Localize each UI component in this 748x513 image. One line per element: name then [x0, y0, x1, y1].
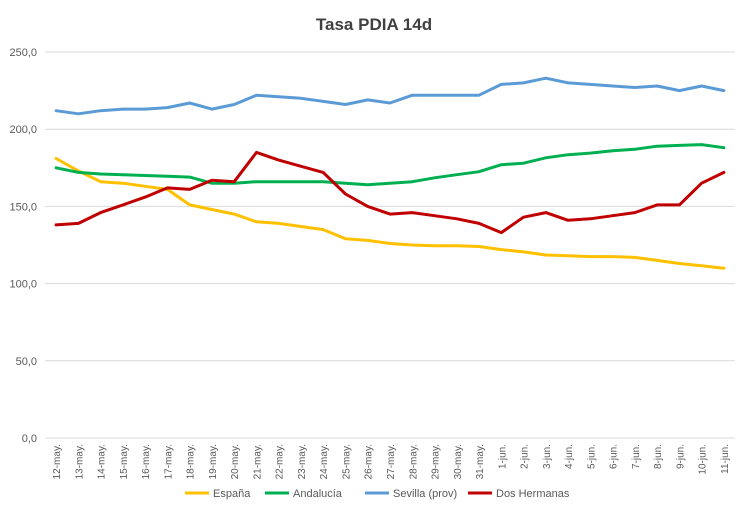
- x-tick-label: 2-jun.: [520, 444, 531, 469]
- y-tick-label: 100,0: [9, 279, 37, 291]
- y-tick-label: 150,0: [9, 201, 37, 213]
- x-tick-label: 25-may.: [341, 444, 352, 479]
- x-tick-label: 6-jun.: [609, 444, 620, 469]
- legend-label: Sevilla (prov): [393, 488, 457, 500]
- x-tick-label: 4-jun.: [564, 444, 575, 469]
- legend: España Andalucía Sevilla (prov) Dos Hermana…: [185, 488, 570, 500]
- series-line: [54, 76, 726, 116]
- x-tick-label: 31-may.: [475, 444, 486, 479]
- series-line: [54, 150, 726, 235]
- x-tick-label: 17-may.: [163, 444, 174, 479]
- legend-label: Dos Hermanas: [496, 488, 570, 500]
- legend-label: Andalucía: [293, 488, 343, 500]
- x-tick-label: 20-may.: [230, 444, 241, 479]
- x-tick-label: 7-jun.: [631, 444, 642, 469]
- y-tick-label: 0,0: [22, 433, 37, 445]
- x-tick-label: 29-may.: [431, 444, 442, 479]
- x-tick-label: 12-may.: [52, 444, 63, 479]
- y-tick-label: 200,0: [9, 124, 37, 136]
- series-lines: [54, 76, 726, 270]
- x-tick-label: 5-jun.: [586, 444, 597, 469]
- x-tick-label: 11-jun.: [720, 444, 731, 474]
- x-tick-label: 1-jun.: [497, 444, 508, 469]
- y-tick-label: 50,0: [16, 356, 37, 368]
- x-tick-label: 22-may.: [275, 444, 286, 479]
- x-tick-label: 15-may.: [119, 444, 130, 479]
- x-tick-label: 19-may.: [208, 444, 219, 479]
- x-tick-label: 26-may.: [364, 444, 375, 479]
- series-line: [54, 143, 726, 187]
- x-tick-label: 30-may.: [453, 444, 464, 479]
- chart-title: Tasa PDIA 14d: [316, 15, 432, 34]
- legend-label: España: [213, 488, 251, 500]
- x-tick-label: 10-jun.: [698, 444, 709, 475]
- x-tick-label: 24-may.: [319, 444, 330, 479]
- x-tick-label: 23-may.: [297, 444, 308, 479]
- y-axis-ticks: 0,0 50,0 100,0 150,0 200,0 250,0: [9, 47, 37, 445]
- x-tick-label: 16-may.: [141, 444, 152, 479]
- y-tick-label: 250,0: [9, 47, 37, 59]
- x-axis-ticks: 12-may. 13-may. 14-may. 15-may. 16-may. 17-ma…: [52, 444, 731, 479]
- x-tick-label: 13-may.: [74, 444, 85, 479]
- x-tick-label: 8-jun.: [653, 444, 664, 469]
- x-tick-label: 27-may.: [386, 444, 397, 479]
- x-tick-label: 21-may.: [252, 444, 263, 479]
- x-tick-label: 3-jun.: [542, 444, 553, 469]
- x-tick-label: 18-may.: [186, 444, 197, 479]
- x-tick-label: 9-jun.: [675, 444, 686, 469]
- gridlines: [45, 51, 735, 439]
- x-tick-label: 28-may.: [408, 444, 419, 479]
- x-tick-label: 14-may.: [97, 444, 108, 479]
